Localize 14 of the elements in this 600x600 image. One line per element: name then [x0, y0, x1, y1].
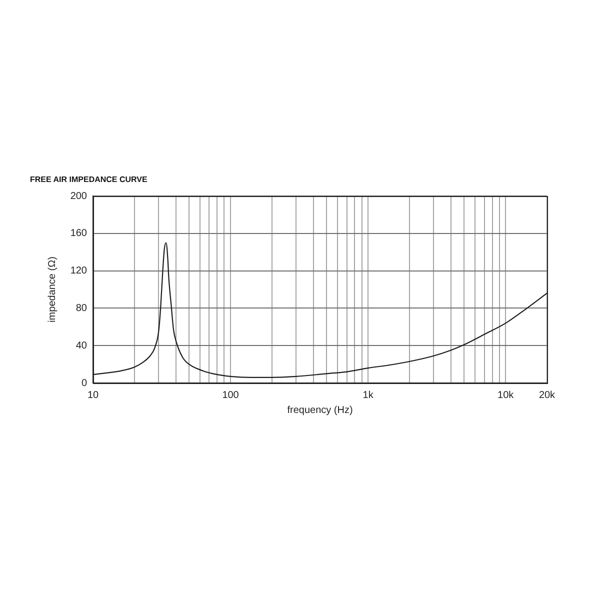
y-tick-label: 80 — [76, 302, 88, 314]
x-tick-label: 10k — [498, 390, 515, 401]
x-tick-label: 100 — [222, 390, 240, 401]
y-tick-label: 160 — [70, 228, 88, 240]
chart-title: FREE AIR IMPEDANCE CURVE — [30, 175, 148, 184]
y-tick-label: 40 — [76, 340, 88, 352]
x-axis-title: frequency (Hz) — [287, 404, 353, 416]
y-tick-label: 200 — [70, 190, 88, 202]
y-axis-title: impedance (Ω) — [46, 256, 58, 322]
x-tick-label: 20k — [538, 390, 556, 401]
y-tick-label: 120 — [70, 266, 88, 277]
x-tick-label: 10 — [87, 390, 99, 401]
x-tick-label: 1k — [362, 390, 374, 401]
y-tick-label: 0 — [81, 378, 88, 389]
